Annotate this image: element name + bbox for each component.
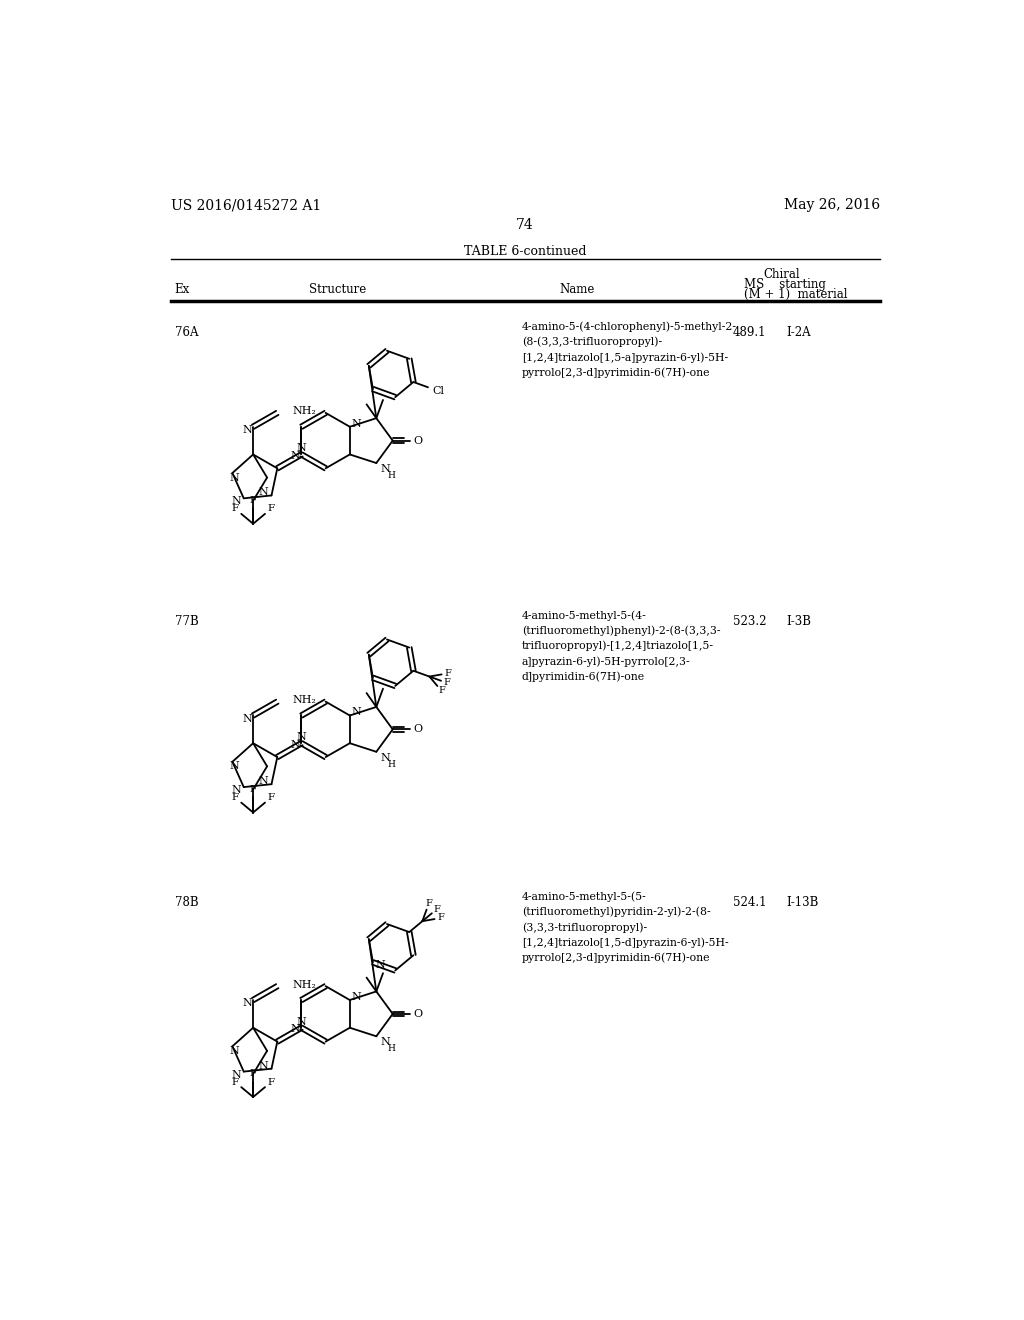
Text: N: N	[297, 733, 306, 742]
Text: F: F	[425, 899, 432, 908]
Text: N: N	[229, 473, 239, 483]
Text: N: N	[242, 425, 252, 434]
Text: 524.1: 524.1	[732, 896, 766, 909]
Text: I-3B: I-3B	[786, 615, 812, 628]
Text: 74: 74	[516, 218, 534, 232]
Text: F: F	[231, 1077, 239, 1086]
Text: N: N	[297, 444, 306, 453]
Text: (M + 1)  material: (M + 1) material	[744, 288, 848, 301]
Text: O: O	[413, 1008, 422, 1019]
Text: H: H	[388, 1044, 395, 1053]
Text: 78B: 78B	[174, 896, 198, 909]
Text: N: N	[231, 1069, 241, 1080]
Text: N: N	[231, 496, 241, 507]
Text: Ex: Ex	[174, 284, 189, 296]
Text: F: F	[231, 504, 239, 513]
Text: N: N	[229, 1045, 239, 1056]
Text: Structure: Structure	[308, 284, 366, 296]
Text: F: F	[250, 496, 257, 506]
Text: F: F	[267, 504, 274, 513]
Text: N: N	[242, 714, 252, 723]
Text: N: N	[259, 776, 268, 787]
Text: F: F	[438, 686, 444, 696]
Text: Name: Name	[560, 284, 595, 296]
Text: F: F	[444, 669, 452, 678]
Text: 4-amino-5-(4-chlorophenyl)-5-methyl-2-
(8-(3,3,3-trifluoropropyl)-
[1,2,4]triazo: 4-amino-5-(4-chlorophenyl)-5-methyl-2- (…	[521, 322, 736, 378]
Text: N: N	[381, 465, 390, 474]
Text: 76A: 76A	[174, 326, 198, 339]
Text: N: N	[381, 752, 390, 763]
Text: 489.1: 489.1	[732, 326, 766, 339]
Text: F: F	[250, 785, 257, 793]
Text: N: N	[351, 708, 360, 717]
Text: N: N	[259, 1061, 268, 1071]
Text: Chiral: Chiral	[764, 268, 800, 281]
Text: N: N	[259, 487, 268, 498]
Text: Cl: Cl	[432, 385, 444, 396]
Text: F: F	[443, 678, 451, 688]
Text: NH₂: NH₂	[292, 696, 315, 705]
Text: 4-amino-5-methyl-5-(4-
(trifluoromethyl)phenyl)-2-(8-(3,3,3-
trifluoropropyl)-[1: 4-amino-5-methyl-5-(4- (trifluoromethyl)…	[521, 610, 720, 682]
Text: TABLE 6-continued: TABLE 6-continued	[464, 244, 586, 257]
Text: N: N	[291, 1024, 300, 1035]
Text: F: F	[267, 793, 274, 803]
Text: N: N	[297, 1016, 306, 1027]
Text: H: H	[388, 471, 395, 480]
Text: 4-amino-5-methyl-5-(5-
(trifluoromethyl)pyridin-2-yl)-2-(8-
(3,3,3-trifluoroprop: 4-amino-5-methyl-5-(5- (trifluoromethyl)…	[521, 891, 728, 964]
Text: May 26, 2016: May 26, 2016	[783, 198, 880, 213]
Text: 523.2: 523.2	[732, 615, 766, 628]
Text: N: N	[229, 762, 239, 771]
Text: I-2A: I-2A	[786, 326, 811, 339]
Text: N: N	[291, 739, 300, 750]
Text: I-13B: I-13B	[786, 896, 819, 909]
Text: NH₂: NH₂	[292, 407, 315, 416]
Text: F: F	[231, 793, 239, 803]
Text: O: O	[413, 725, 422, 734]
Text: O: O	[413, 436, 422, 446]
Text: F: F	[433, 904, 440, 913]
Text: N: N	[351, 418, 360, 429]
Text: 77B: 77B	[174, 615, 199, 628]
Text: NH₂: NH₂	[292, 979, 315, 990]
Text: F: F	[250, 1069, 257, 1078]
Text: N: N	[242, 998, 252, 1008]
Text: MS    starting: MS starting	[744, 277, 826, 290]
Text: F: F	[437, 913, 444, 923]
Text: F: F	[267, 1077, 274, 1086]
Text: N: N	[291, 451, 300, 461]
Text: N: N	[381, 1038, 390, 1048]
Text: US 2016/0145272 A1: US 2016/0145272 A1	[171, 198, 321, 213]
Text: N: N	[231, 785, 241, 795]
Text: H: H	[388, 759, 395, 768]
Text: N: N	[376, 961, 386, 970]
Text: N: N	[351, 991, 360, 1002]
